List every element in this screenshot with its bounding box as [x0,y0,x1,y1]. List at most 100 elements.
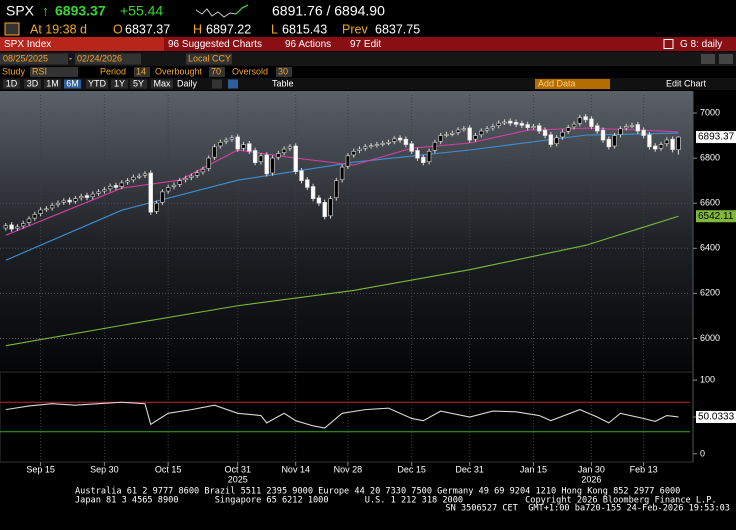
period-button[interactable] [64,79,81,89]
candle-body [577,117,583,124]
period-button[interactable] [24,79,41,89]
add-data-field[interactable] [535,79,610,89]
period-button[interactable] [130,79,147,89]
input[interactable] [0,53,68,65]
value-box-label: 50.0333 [698,412,735,423]
candle-body [310,186,316,199]
candle-body [334,180,339,199]
candle-body [241,144,246,149]
overbought-label: Overbought [155,66,203,76]
candle-body [473,135,478,140]
period-button[interactable] [86,79,108,89]
year-label: 2025 [228,474,248,484]
period-button[interactable] [151,79,173,89]
security-field[interactable] [0,37,164,51]
candle-body [316,197,322,204]
candle-body [560,131,565,138]
study-label: Study [2,66,26,76]
table[interactable]: Table [272,78,294,88]
y-tick-label: 6000 [700,333,720,343]
candle-body [421,156,426,163]
security: SPX Index [4,39,51,50]
input[interactable] [134,67,150,77]
edit-chart[interactable]: Edit Chart [666,78,707,88]
candle-body [15,226,20,229]
quote: O 6837.37 H 6897.22 L 6815.43 Prev 6837.75 [113,22,420,36]
icon[interactable] [4,22,20,36]
currency: Local CCY [188,53,231,63]
candle-body [653,145,658,150]
candle-body [519,123,525,126]
input[interactable] [186,53,232,65]
candle-body [252,150,258,163]
period-label: YTD [88,78,107,88]
period-button[interactable] [3,79,20,89]
candle-body [496,122,501,126]
candle-body [26,218,32,223]
plot: 6000 6200 6400 6600 6800 7000 Sep 15 Sep 30 Oct … [0,95,736,484]
y-tick-label: 6800 [700,152,720,162]
y-tick-label: 6200 [700,288,720,298]
range-bar [0,52,736,66]
candle-body [229,137,235,140]
candle-body [664,139,670,144]
candle-body [403,138,409,145]
period-label: Max [153,78,171,88]
candle-body [281,148,287,154]
candle-body [508,120,513,124]
line [5,401,679,429]
candle-body [450,133,455,135]
period-label: 5Y [133,78,144,88]
candle-body [525,124,530,128]
candle-body [589,118,594,127]
candle-body [90,193,95,197]
candle-body [363,146,368,149]
chart-id: G 8: daily [680,39,722,50]
candle-body [131,176,136,181]
candle-body [223,139,229,142]
end-date: 02/24/2026 [77,53,122,63]
button[interactable] [719,54,733,64]
sparkline-up [235,4,249,15]
period-button[interactable] [111,79,128,89]
y-tick-label: 6600 [700,198,720,208]
overbought: 70 [211,66,221,76]
candle-body [635,124,641,132]
input[interactable] [276,67,292,77]
oversold: 30 [278,66,288,76]
candle-body [409,143,414,152]
period: 14 [136,66,146,76]
candle-body [542,129,548,136]
frequency[interactable]: Daily [177,78,198,88]
candle-body [432,142,438,151]
icon[interactable] [663,39,674,49]
candle-body [73,198,78,202]
period-button[interactable] [44,79,61,89]
icon[interactable] [212,79,222,89]
menu[interactable]: 96 Actions [285,39,331,50]
input[interactable] [75,53,141,65]
candle-body [658,144,664,149]
candle-body [247,143,252,152]
candle-body [490,126,496,129]
candle-body [113,185,119,188]
button[interactable] [701,54,715,64]
candle-body [357,148,362,151]
input[interactable] [209,67,225,77]
menu[interactable]: 96 Suggested Charts [168,39,262,50]
separator: - [69,53,72,63]
icon[interactable] [228,79,238,89]
candle-body [9,224,14,230]
candle-body [206,157,211,169]
candle-body [3,225,8,229]
candle-body [339,166,345,181]
input[interactable] [30,67,78,77]
candle-body [345,155,351,167]
arrow: ↑ [42,3,49,19]
menu[interactable]: 97 Edit [350,39,381,50]
period-label: 1M [46,78,59,88]
bid-ask: 6891.76 / 6894.90 [272,3,385,19]
candle-body [165,187,171,192]
candle-body [426,151,432,163]
